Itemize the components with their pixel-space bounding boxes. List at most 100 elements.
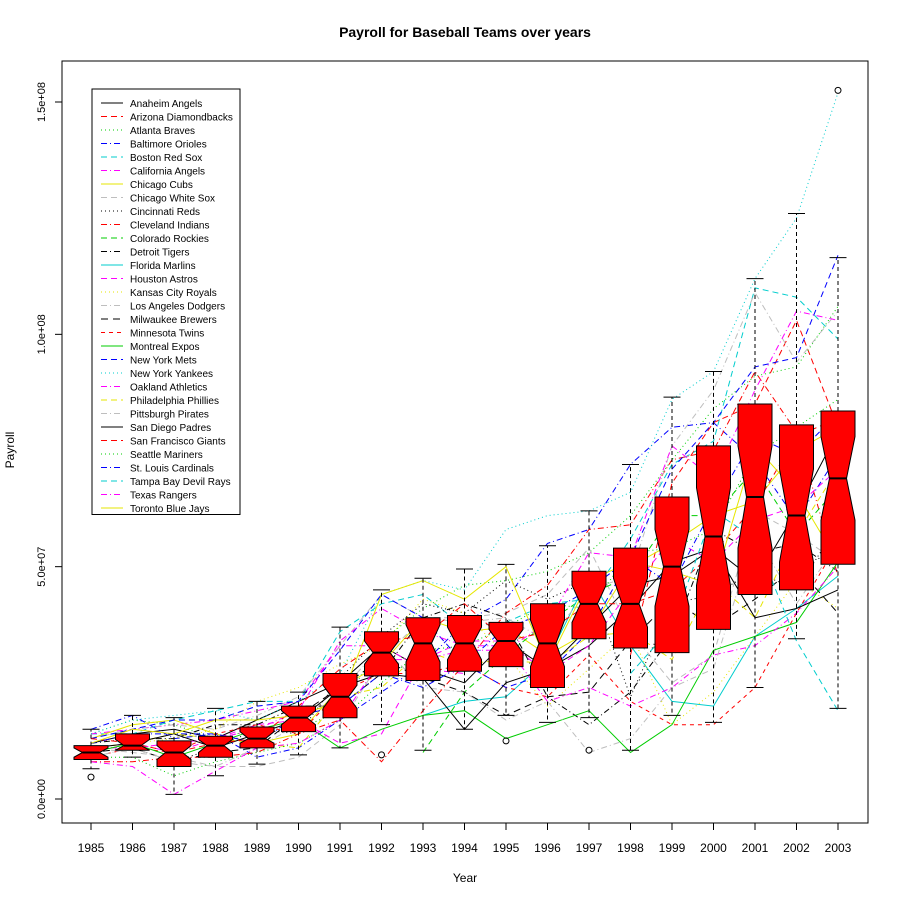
boxplot-1991: [322, 626, 358, 749]
y-axis-label: Payroll: [3, 432, 17, 469]
series-line-16: [90, 291, 839, 740]
x-tick-label: 1996: [534, 841, 561, 855]
outlier-point: [502, 737, 510, 745]
y-tick-label: 1.5e+08: [36, 82, 48, 122]
x-tick-label: 1987: [161, 841, 188, 855]
x-axis-label: Year: [453, 871, 477, 885]
series-line-5: [91, 287, 839, 735]
box-body: [156, 740, 192, 767]
yearly-boxplots: [73, 86, 856, 795]
boxplot-1997: [571, 510, 607, 754]
legend-label: New York Mets: [130, 356, 197, 367]
series-line-11: [422, 468, 839, 753]
x-tick-label: 1988: [202, 841, 229, 855]
boxplot-1998: [613, 463, 648, 751]
legend-label: Florida Marlins: [130, 261, 196, 272]
boxplot-1989: [239, 700, 275, 765]
legend: Anaheim Angels Arizona Diamondbacks Atlant…: [91, 88, 241, 515]
legend-label: Tampa Bay Devil Rays: [130, 477, 231, 488]
legend-label: Minnesota Twins: [130, 329, 204, 340]
box-body: [820, 410, 856, 565]
box-body: [405, 617, 441, 681]
boxplot-1993: [405, 577, 441, 751]
legend-label: Boston Red Sox: [130, 153, 202, 164]
box-body: [779, 424, 814, 591]
x-tick-label: 1993: [410, 841, 437, 855]
legend-label: Milwaukee Brewers: [130, 315, 217, 326]
x-tick-label: 1985: [78, 841, 105, 855]
box-body: [696, 445, 731, 630]
boxplot-1988: [198, 707, 233, 777]
legend-label: Baltimore Orioles: [130, 140, 207, 151]
x-tick-label: 1995: [493, 841, 520, 855]
box-body: [613, 547, 648, 649]
x-tick-label: 2002: [783, 841, 810, 855]
legend-label: Chicago Cubs: [130, 180, 193, 191]
outlier-point: [378, 751, 385, 759]
x-tick-label: 1998: [617, 841, 644, 855]
box-body: [239, 726, 275, 749]
legend-label: Atlanta Braves: [130, 126, 195, 137]
outlier-point: [87, 773, 95, 781]
boxplot-1999: [654, 396, 690, 716]
plot-frame: [61, 60, 869, 824]
legend-label: Toronto Blue Jays: [130, 504, 210, 515]
boxplot-1990: [281, 691, 316, 756]
legend-label: Los Angeles Dodgers: [130, 302, 225, 313]
y-tick-label: 0.0e+00: [36, 779, 48, 819]
box-body: [364, 631, 399, 677]
legend-label: Kansas City Royals: [130, 288, 217, 299]
legend-label: Pittsburgh Pirates: [130, 410, 209, 421]
outlier-point: [585, 746, 593, 754]
legend-box: [91, 88, 241, 515]
boxplot-2001: [737, 278, 773, 688]
box-body: [737, 403, 773, 595]
x-tick-label: 2003: [825, 841, 852, 855]
legend-label: Anaheim Angels: [130, 99, 202, 110]
x-tick-label: 1997: [576, 841, 603, 855]
box-body: [654, 496, 690, 654]
box-body: [322, 673, 358, 719]
box-body: [198, 735, 233, 758]
legend-label: New York Yankees: [130, 369, 213, 380]
x-tick-label: 1991: [327, 841, 354, 855]
legend-label: San Diego Padres: [130, 423, 211, 434]
boxplot-1985: [73, 728, 109, 781]
boxplot-1996: [530, 545, 565, 723]
legend-label: Philadelphia Phillies: [130, 396, 219, 407]
x-tick-label: 1986: [119, 841, 146, 855]
legend-label: St. Louis Cardinals: [130, 464, 214, 475]
boxplot-1987: [156, 717, 192, 795]
legend-label: Detroit Tigers: [130, 248, 189, 259]
boxplot-2000: [696, 371, 731, 723]
legend-label: Cleveland Indians: [130, 221, 210, 232]
legend-label: Chicago White Sox: [130, 194, 215, 205]
boxplot-1986: [115, 714, 150, 758]
y-tick-label: 5.0e+07: [36, 547, 48, 587]
outlier-point: [834, 86, 842, 94]
x-tick-label: 2000: [700, 841, 727, 855]
legend-label: Seattle Mariners: [130, 450, 203, 461]
chart-title: Payroll for Baseball Teams over years: [339, 24, 591, 40]
legend-label: Colorado Rockies: [130, 234, 209, 245]
boxplot-1994: [447, 568, 482, 730]
x-tick-label: 2001: [742, 841, 769, 855]
legend-label: Oakland Athletics: [130, 383, 207, 394]
box-body: [530, 603, 565, 688]
x-tick-label: 1994: [451, 841, 478, 855]
boxplot-1992: [364, 589, 399, 759]
boxplot-2003: [820, 86, 856, 709]
series-line-2: [630, 319, 839, 656]
box-body: [571, 570, 607, 640]
x-tick-label: 1999: [659, 841, 686, 855]
x-tick-label: 1990: [285, 841, 312, 855]
legend-label: California Angels: [130, 167, 205, 178]
legend-label: Texas Rangers: [130, 491, 197, 502]
legend-label: San Francisco Giants: [130, 437, 226, 448]
box-body: [115, 733, 150, 751]
x-tick-label: 1989: [244, 841, 271, 855]
legend-label: Houston Astros: [130, 275, 198, 286]
y-tick-label: 1.0e+08: [36, 314, 48, 354]
axes: 1985 1986 1987 1988 1989 1990 1991 1992 1993 1994…: [36, 82, 852, 855]
